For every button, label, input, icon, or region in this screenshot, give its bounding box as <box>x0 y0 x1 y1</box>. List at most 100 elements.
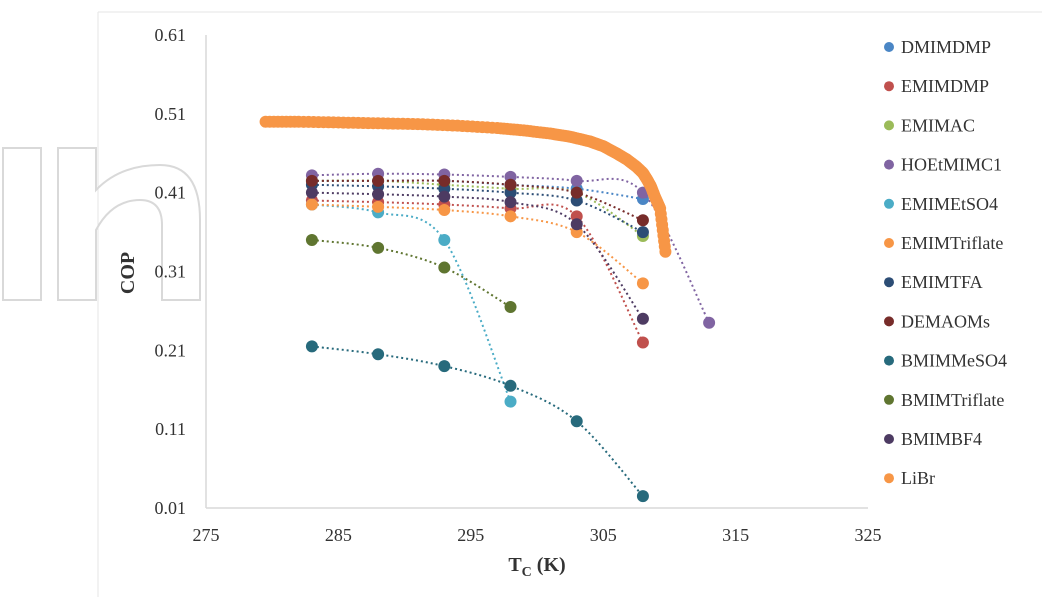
data-point <box>305 340 318 353</box>
legend-marker <box>884 81 894 92</box>
data-point <box>504 379 517 392</box>
y-tick-label: 0.21 <box>155 340 187 360</box>
data-point <box>372 188 385 201</box>
y-tick-label: 0.11 <box>155 419 186 439</box>
legend-item-emimac: EMIMAC <box>884 115 975 135</box>
legend-marker <box>884 159 894 170</box>
data-point <box>570 218 583 231</box>
trendline <box>311 179 644 237</box>
x-tick-label: 325 <box>855 525 882 545</box>
legend-marker <box>884 238 894 248</box>
y-tick-label: 0.51 <box>155 104 187 124</box>
legend-item-emimdmp: EMIMDMP <box>884 76 989 96</box>
legend-label: EMIMTFA <box>901 272 983 292</box>
legend-marker <box>884 42 894 52</box>
curve-segment <box>406 117 419 130</box>
legend-marker <box>884 473 894 484</box>
watermark <box>2 147 201 301</box>
curve-segment <box>658 240 671 253</box>
legend-item-bmimtriflate: BMIMTriflate <box>884 390 1004 410</box>
legend-marker <box>884 394 894 405</box>
y-tick-label: 0.01 <box>155 498 187 518</box>
trendline <box>311 345 644 497</box>
series-demaoms <box>305 174 649 227</box>
data-point <box>305 198 318 211</box>
legend-item-dmimdmp: DMIMDMP <box>884 37 991 57</box>
y-axis-title: COP <box>117 252 139 294</box>
y-tick-labels: 0.01 0.11 0.21 0.31 0.41 0.51 0.61 <box>155 25 187 518</box>
legend-marker <box>884 316 894 327</box>
data-point <box>438 174 451 187</box>
data-point <box>372 174 385 187</box>
data-point <box>570 174 583 187</box>
x-tick-label: 315 <box>722 525 749 545</box>
legend-label: BMIMMeSO4 <box>901 351 1007 371</box>
data-point <box>636 277 649 290</box>
data-point <box>504 395 517 408</box>
legend-item-bmimmeso4: BMIMMeSO4 <box>884 351 1007 371</box>
legend-marker <box>884 198 894 209</box>
x-tick-label: 275 <box>193 525 220 545</box>
y-tick-label: 0.41 <box>155 183 187 203</box>
series-emimtriflate <box>305 198 649 290</box>
series-bmimmeso4 <box>305 340 649 503</box>
data-point <box>305 174 318 187</box>
data-point <box>438 261 451 274</box>
legend-label: DEMAOMs <box>901 311 990 331</box>
data-point <box>438 360 451 373</box>
x-tick-label: 285 <box>325 525 352 545</box>
data-point <box>504 300 517 313</box>
data-point <box>570 415 583 428</box>
data-point <box>372 241 385 254</box>
trendline <box>311 199 644 343</box>
data-point <box>504 196 517 209</box>
trendline <box>311 183 644 233</box>
trendline <box>311 238 512 308</box>
legend-marker <box>884 120 894 131</box>
legend-item-emimetso4: EMIMEtSO4 <box>884 194 998 214</box>
legend: DMIMDMP EMIMDMP EMIMAC HOEtMIMC1 EMIMEtSO4 EM… <box>884 37 1007 488</box>
legend-item-bmimbf4: BMIMBF4 <box>884 429 982 449</box>
data-point <box>504 178 517 191</box>
data-point <box>703 316 716 329</box>
data-point <box>636 214 649 227</box>
data-point <box>372 200 385 213</box>
series-bmimtriflate <box>305 233 517 313</box>
legend-label: LiBr <box>901 468 935 488</box>
legend-label: DMIMDMP <box>901 37 991 57</box>
legend-label: EMIMTriflate <box>901 233 1003 253</box>
data-point <box>636 490 649 503</box>
x-tick-label: 305 <box>590 525 617 545</box>
data-point <box>305 233 318 246</box>
series-emimdmp <box>305 194 649 349</box>
trendline <box>311 179 644 222</box>
curve-segment <box>367 117 380 130</box>
data-point <box>504 210 517 223</box>
curve-segment <box>446 119 459 132</box>
data-point <box>636 226 649 239</box>
plot-area <box>259 115 716 503</box>
legend-marker <box>884 434 894 444</box>
data-point <box>305 186 318 199</box>
x-tick-labels: 275 285 295 305 315 325 <box>193 525 882 545</box>
data-point <box>636 336 649 349</box>
legend-label: BMIMBF4 <box>901 429 982 449</box>
legend-label: EMIMAC <box>901 115 975 135</box>
trendline <box>311 203 512 402</box>
data-point <box>438 233 451 246</box>
curve-segment <box>327 116 340 129</box>
data-point <box>438 190 451 203</box>
legend-marker <box>884 355 894 366</box>
legend-item-libr: LiBr <box>884 468 935 488</box>
x-tick-label: 295 <box>457 525 484 545</box>
legend-item-emimtriflate: EMIMTriflate <box>884 233 1003 253</box>
legend-marker <box>884 277 894 288</box>
data-point <box>372 348 385 361</box>
legend-label: EMIMEtSO4 <box>901 194 998 214</box>
y-tick-label: 0.61 <box>155 25 187 45</box>
series-bmimbf4 <box>305 186 649 325</box>
data-point <box>438 204 451 217</box>
curve-segment <box>288 115 301 128</box>
legend-label: EMIMDMP <box>901 76 989 96</box>
